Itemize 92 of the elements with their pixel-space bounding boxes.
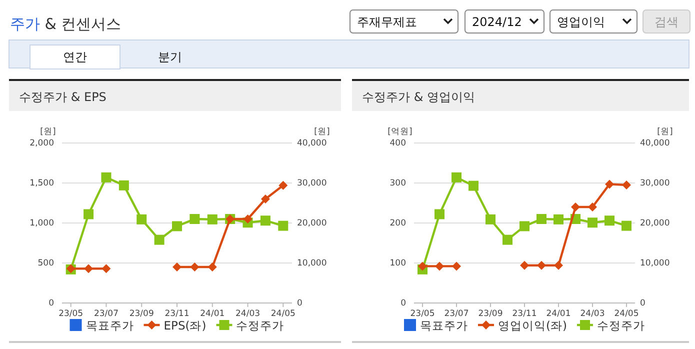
text: 2024/12 xyxy=(472,15,522,29)
point xyxy=(468,180,478,191)
legend-label: 영업이익(좌) xyxy=(498,318,567,332)
point xyxy=(118,180,129,190)
point xyxy=(435,262,444,271)
x-tick-label: 23/09 xyxy=(129,309,154,320)
point xyxy=(278,180,288,190)
point xyxy=(154,234,164,245)
x-tick-label: 24/01 xyxy=(546,309,571,320)
chart-title: 수정주가 & 영업이익 xyxy=(362,90,475,104)
y-tick-label: 200 xyxy=(390,218,406,229)
chart-title: 수정주가 & EPS xyxy=(19,90,106,104)
text: 연간 xyxy=(63,50,87,64)
point xyxy=(622,220,632,231)
point xyxy=(486,214,496,224)
point xyxy=(520,221,530,232)
y-tick-label: 500 xyxy=(38,258,54,269)
point xyxy=(537,260,546,270)
y2-tick-label: 10,000 xyxy=(297,258,327,269)
legend-label: 목표주가 xyxy=(86,318,134,332)
point xyxy=(554,214,564,224)
point xyxy=(434,209,444,220)
point xyxy=(260,216,270,226)
text: 주가 & 컨센서스 xyxy=(10,15,122,33)
text: 검색 xyxy=(654,15,678,29)
y2-tick-label: 40,000 xyxy=(640,138,670,149)
point xyxy=(190,214,200,224)
y2-tick-label: 30,000 xyxy=(640,178,670,189)
point xyxy=(604,216,614,226)
point xyxy=(452,262,461,271)
point xyxy=(502,234,512,245)
x-tick-label: 23/05 xyxy=(58,309,84,320)
text: 주재무제표 xyxy=(357,15,417,29)
point xyxy=(622,180,631,190)
x-tick-label: 23/11 xyxy=(164,309,190,320)
point xyxy=(571,202,580,212)
point xyxy=(84,209,94,220)
point xyxy=(102,264,111,274)
point xyxy=(84,264,94,274)
x-tick-label: 24/05 xyxy=(614,309,639,320)
legend-label: 수정주가 xyxy=(596,318,645,332)
y-tick-label: 0 xyxy=(400,298,406,309)
point xyxy=(243,214,252,224)
x-tick-label: 24/03 xyxy=(580,309,605,320)
y-tick-label: 300 xyxy=(390,178,406,189)
y2-axis-title: [원] xyxy=(657,127,673,137)
point xyxy=(588,218,598,228)
y-tick-label: 1,000 xyxy=(30,218,54,229)
point xyxy=(136,214,147,224)
legend-label: 목표주가 xyxy=(420,318,468,332)
x-tick-label: 24/05 xyxy=(270,309,296,320)
point xyxy=(588,202,597,212)
point xyxy=(207,214,218,224)
legend-label: 수정주가 xyxy=(236,318,284,332)
y-tick-label: 2,000 xyxy=(30,138,54,149)
y-tick-label: 0 xyxy=(48,298,54,309)
point xyxy=(172,221,182,232)
y-axis-title: [억원] xyxy=(388,127,412,137)
y-tick-label: 400 xyxy=(390,138,406,149)
legend-label: EPS(좌) xyxy=(164,318,206,332)
y-tick-label: 100 xyxy=(390,258,406,269)
y-axis-title: [원] xyxy=(40,127,56,137)
point xyxy=(278,220,288,231)
y-tick-label: 1,500 xyxy=(30,178,54,189)
y2-tick-label: 10,000 xyxy=(640,258,670,269)
y2-tick-label: 40,000 xyxy=(297,138,327,149)
y2-tick-label: 0 xyxy=(297,298,302,309)
x-tick-label: 23/05 xyxy=(410,309,435,320)
point xyxy=(172,262,182,272)
point xyxy=(418,262,427,271)
x-tick-label: 24/01 xyxy=(200,309,225,320)
x-tick-label: 23/11 xyxy=(512,309,537,320)
point xyxy=(190,262,200,272)
y2-tick-label: 0 xyxy=(640,298,646,309)
y2-tick-label: 20,000 xyxy=(640,218,670,229)
text: 분기 xyxy=(158,50,182,64)
text: 영업이익 xyxy=(557,15,605,29)
y2-tick-label: 20,000 xyxy=(297,218,327,229)
x-tick-label: 23/07 xyxy=(94,309,118,320)
point xyxy=(536,214,546,224)
point xyxy=(554,260,563,270)
point xyxy=(605,180,614,189)
point xyxy=(101,172,112,182)
point xyxy=(452,172,462,182)
point xyxy=(260,194,270,204)
y2-axis-title: [원] xyxy=(314,127,330,137)
x-tick-label: 23/07 xyxy=(444,309,469,320)
y2-tick-label: 30,000 xyxy=(297,178,327,189)
point xyxy=(520,260,529,270)
x-tick-label: 23/09 xyxy=(478,309,503,320)
point xyxy=(208,262,217,272)
x-tick-label: 24/03 xyxy=(236,309,260,320)
